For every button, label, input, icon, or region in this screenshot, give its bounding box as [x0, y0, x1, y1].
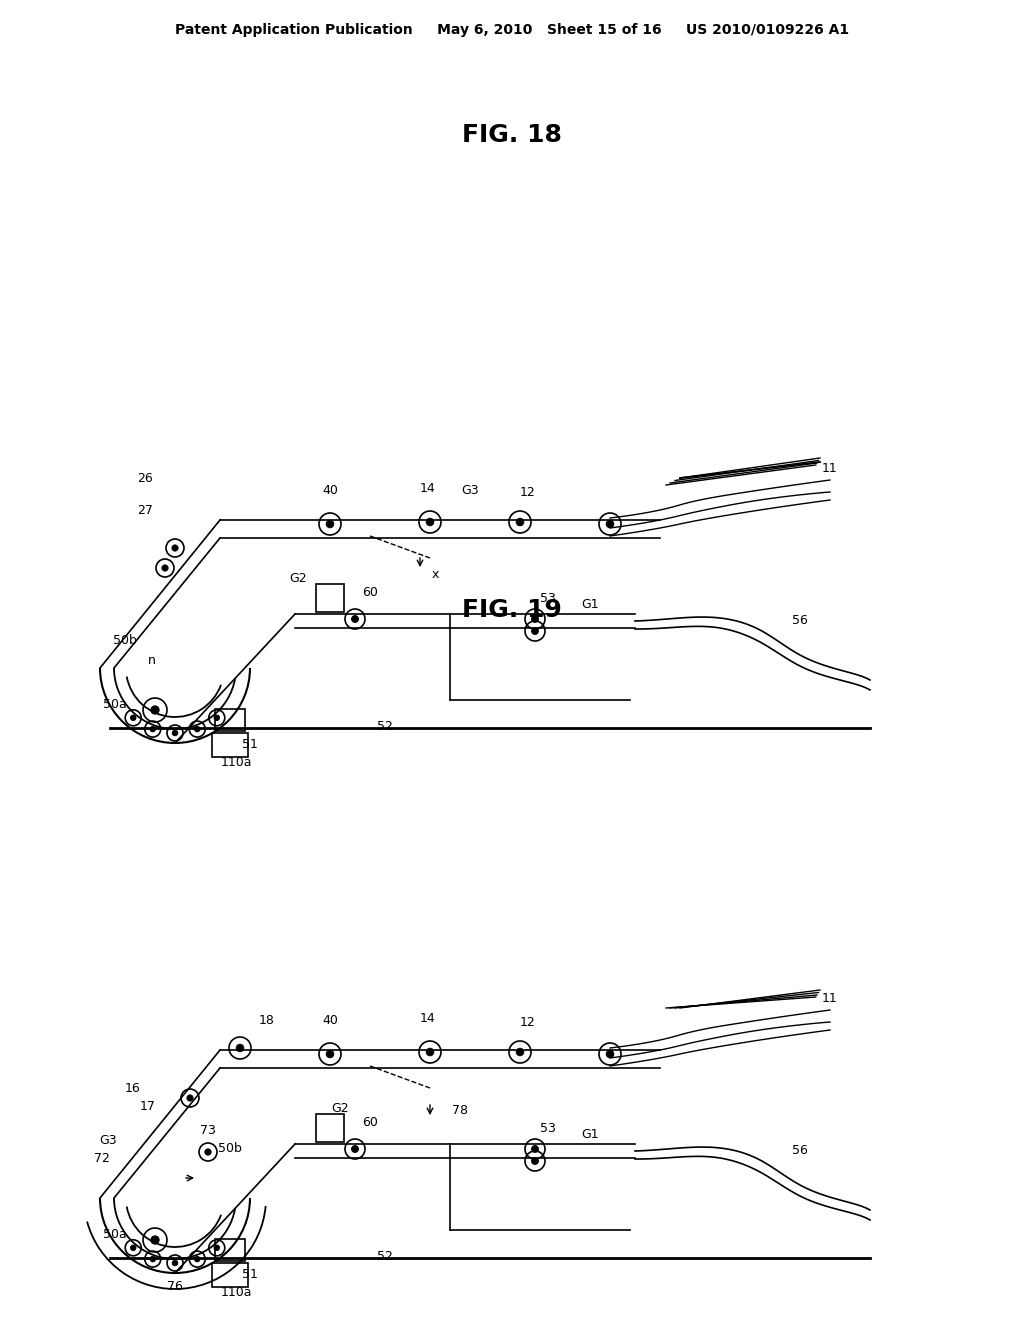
Text: G2: G2 [331, 1101, 349, 1114]
Text: 12: 12 [520, 486, 536, 499]
Text: 110a: 110a [220, 755, 252, 768]
Text: 53: 53 [540, 591, 556, 605]
Text: 50b: 50b [218, 1142, 242, 1155]
Text: 17: 17 [140, 1100, 156, 1113]
Circle shape [237, 1044, 244, 1052]
Text: 73: 73 [200, 1123, 216, 1137]
Text: 50a: 50a [103, 698, 127, 711]
Circle shape [172, 730, 178, 735]
Text: FIG. 18: FIG. 18 [462, 123, 562, 147]
Text: 50b: 50b [113, 634, 137, 647]
Text: 27: 27 [137, 503, 153, 516]
Text: 76: 76 [167, 1279, 183, 1292]
Circle shape [531, 1158, 539, 1164]
Circle shape [531, 627, 539, 635]
Circle shape [214, 715, 219, 721]
Circle shape [426, 519, 434, 525]
Circle shape [162, 565, 168, 572]
Bar [215, 709, 245, 731]
Text: 56: 56 [792, 1143, 808, 1156]
Circle shape [531, 615, 539, 623]
Text: 51: 51 [242, 1269, 258, 1282]
Text: 72: 72 [94, 1151, 110, 1164]
Circle shape [151, 706, 159, 714]
Text: G1: G1 [582, 1129, 599, 1142]
Circle shape [151, 1236, 159, 1245]
Bar [212, 1263, 248, 1287]
Text: G3: G3 [99, 1134, 117, 1147]
Circle shape [606, 1051, 613, 1057]
Circle shape [214, 1245, 219, 1250]
Circle shape [150, 1257, 156, 1262]
Circle shape [327, 520, 334, 528]
Text: 52: 52 [377, 1250, 393, 1262]
Circle shape [150, 726, 156, 731]
Circle shape [516, 519, 524, 525]
Text: 52: 52 [377, 719, 393, 733]
Bar [212, 733, 248, 756]
Text: 26: 26 [137, 471, 153, 484]
Text: 40: 40 [323, 483, 338, 496]
Text: 14: 14 [420, 1011, 436, 1024]
Circle shape [130, 1245, 136, 1250]
Text: 60: 60 [362, 586, 378, 598]
Text: 51: 51 [242, 738, 258, 751]
Bar [215, 1239, 245, 1261]
Circle shape [516, 1048, 524, 1056]
Circle shape [606, 520, 613, 528]
Text: 14: 14 [420, 482, 436, 495]
Bar [316, 583, 344, 612]
Text: 12: 12 [520, 1015, 536, 1028]
Text: 18: 18 [259, 1014, 274, 1027]
Text: 53: 53 [540, 1122, 556, 1134]
Circle shape [186, 1094, 194, 1101]
Circle shape [531, 1146, 539, 1152]
Circle shape [195, 726, 200, 731]
Circle shape [172, 1261, 178, 1266]
Circle shape [130, 715, 136, 721]
Text: G3: G3 [461, 483, 479, 496]
Text: Patent Application Publication     May 6, 2010   Sheet 15 of 16     US 2010/0109: Patent Application Publication May 6, 20… [175, 22, 849, 37]
Text: 56: 56 [792, 614, 808, 627]
Text: 110a: 110a [220, 1286, 252, 1299]
Text: 60: 60 [362, 1115, 378, 1129]
Text: 11: 11 [822, 991, 838, 1005]
Text: 11: 11 [822, 462, 838, 474]
Text: n: n [148, 653, 156, 667]
Text: 78: 78 [452, 1104, 468, 1117]
Bar [316, 1114, 344, 1142]
Circle shape [351, 615, 358, 623]
Circle shape [172, 545, 178, 552]
Circle shape [327, 1051, 334, 1057]
Text: 16: 16 [125, 1081, 141, 1094]
Text: 50a: 50a [103, 1229, 127, 1242]
Text: x: x [431, 569, 438, 582]
Text: G1: G1 [582, 598, 599, 611]
Circle shape [195, 1257, 200, 1262]
Text: G2: G2 [289, 572, 307, 585]
Text: FIG. 19: FIG. 19 [462, 598, 562, 622]
Circle shape [426, 1048, 434, 1056]
Text: 40: 40 [323, 1014, 338, 1027]
Circle shape [205, 1148, 211, 1155]
Circle shape [351, 1146, 358, 1152]
